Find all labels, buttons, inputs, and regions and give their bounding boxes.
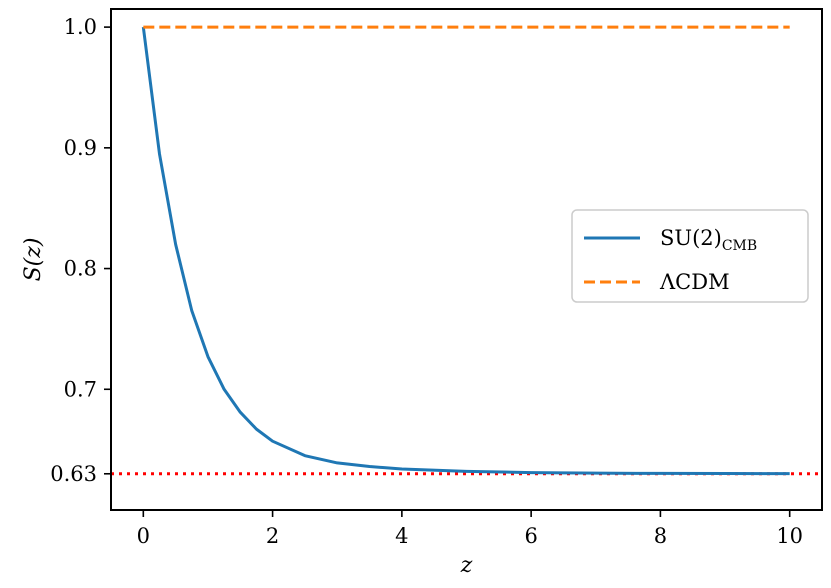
- plot-frame: [110, 8, 823, 511]
- y-tick-label: 0.8: [64, 257, 97, 281]
- legend-box: [571, 209, 809, 303]
- y-tick-label: 0.9: [64, 136, 97, 160]
- legend-label-lcdm: ΛCDM: [659, 270, 730, 294]
- ticks-layer: 0 2 4 6 8 10 0.63 0.7 0.8 0.9 1.0: [50, 15, 803, 548]
- y-axis-label: S(z): [21, 238, 46, 282]
- series-layer: [111, 25, 822, 476]
- x-axis-label: z: [460, 553, 473, 578]
- legend-label-su2: SU(2)CMB: [660, 226, 757, 254]
- x-tick-label: 10: [776, 524, 803, 548]
- y-tick-label: 0.7: [64, 377, 97, 401]
- x-tick-label: 8: [654, 524, 667, 548]
- x-tick-label: 0: [137, 524, 150, 548]
- series-line-0: [141, 26, 790, 476]
- x-tick-label: 4: [395, 524, 408, 548]
- y-tick-label: 0.63: [50, 462, 97, 486]
- x-tick-label: 2: [266, 524, 279, 548]
- legend: SU(2)CMB ΛCDM: [571, 209, 809, 303]
- x-tick-label: 6: [524, 524, 537, 548]
- y-tick-label: 1.0: [64, 15, 97, 39]
